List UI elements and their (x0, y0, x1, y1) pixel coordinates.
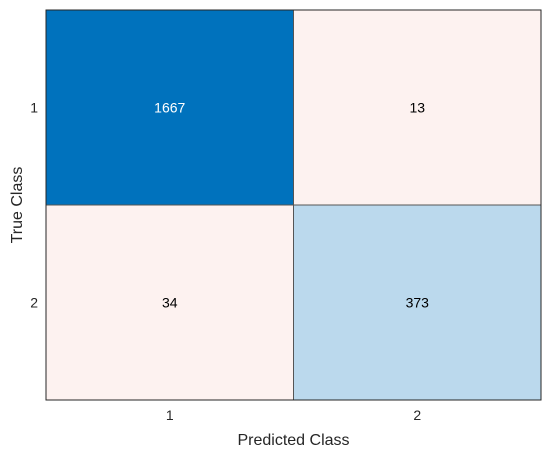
cell-value-label-2-1: 34 (162, 295, 178, 311)
heatmap-cell-1-2 (293, 9, 542, 206)
y-tick-label-2: 2 (30, 295, 38, 311)
heatmap-cell-1-1 (45, 9, 294, 206)
cell-value-label-1-1: 1667 (154, 100, 185, 116)
x-tick-label-2: 2 (413, 407, 421, 423)
heatmap-cell-2-2 (293, 204, 542, 401)
heatmap-cells (45, 9, 542, 401)
x-tick-label-1: 1 (166, 407, 174, 423)
plot-area-border (45, 9, 542, 401)
cell-value-label-1-2: 13 (409, 100, 425, 116)
y-axis-label: True Class (9, 167, 26, 244)
heatmap-cell-labels: 1667 13 34 373 (154, 100, 429, 311)
x-axis-label: Predicted Class (237, 432, 349, 449)
y-axis-tick-labels: 12 (30, 100, 38, 311)
cell-value-label-2-2: 373 (406, 295, 430, 311)
y-tick-label-1: 1 (30, 100, 38, 116)
heatmap-cell-2-1 (45, 204, 294, 401)
